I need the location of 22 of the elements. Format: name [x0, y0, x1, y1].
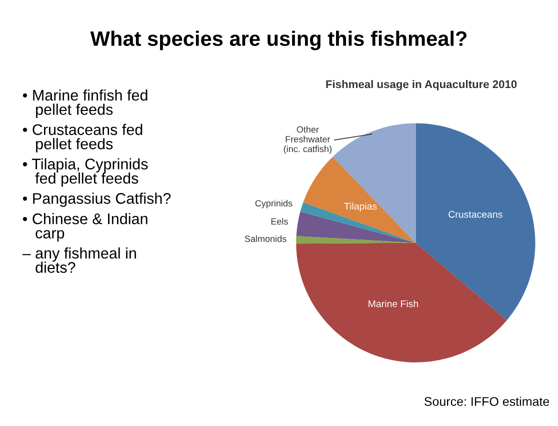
pie-slice — [303, 156, 416, 243]
slice-label: Other Freshwater (inc. catfish) — [284, 126, 332, 154]
slice-label: Salmonids — [244, 235, 286, 242]
source-note: Source: IFFO estimate — [424, 396, 550, 406]
pie-slice — [300, 202, 416, 243]
pie-slice — [296, 212, 416, 243]
slice-label: Marine Fish — [368, 300, 418, 308]
text: • Chinese & Indian carp — [22, 213, 148, 242]
pie-slice — [332, 123, 416, 243]
text: • Pangassius Catfish? — [22, 192, 171, 207]
text: • Marine finfish fed pellet feeds — [22, 89, 148, 118]
slice-label: Eels — [271, 218, 288, 225]
text: – any fishmeal in diets? — [22, 247, 136, 273]
chart-title: What species are using this fishmeal? — [90, 30, 467, 50]
slice-label: Tilapias — [344, 202, 377, 212]
slice-label: Crustaceans — [448, 210, 502, 218]
text: • Tilapia, Cyprinids fed pellet feeds — [22, 158, 148, 187]
text: • Crustaceans fed pellet feeds — [22, 124, 142, 152]
pie-slice — [296, 236, 416, 244]
chart-subtitle: Fishmeal usage in Aquaculture 2010 — [326, 80, 517, 90]
slice-label: Cyprinids — [255, 200, 292, 208]
pie-slice — [296, 242, 507, 362]
